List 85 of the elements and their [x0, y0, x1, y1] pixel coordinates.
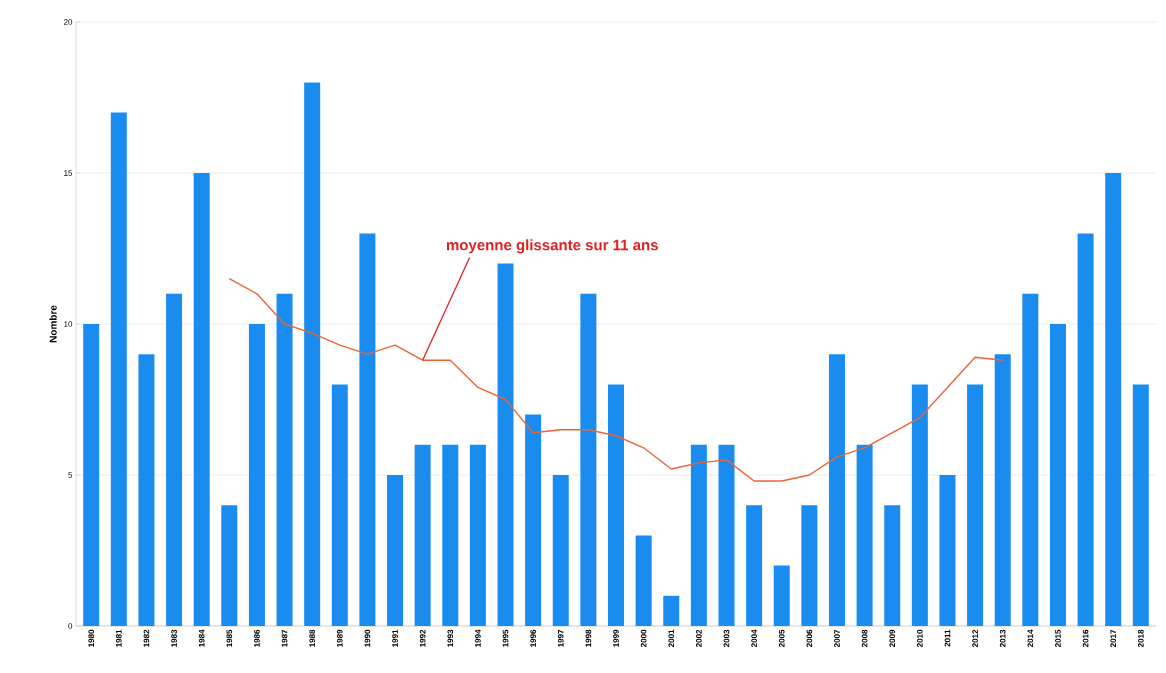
- x-tick-label: 1982: [143, 629, 150, 647]
- bar: [248, 324, 265, 626]
- bar: [83, 324, 100, 626]
- bar: [166, 293, 183, 626]
- bar: [1049, 324, 1066, 626]
- x-tick-label: 2011: [944, 629, 951, 647]
- x-tick-label: 1999: [613, 629, 619, 647]
- x-tick-label: 2018: [1137, 629, 1144, 648]
- annotation: moyenne glissante sur 11 ans: [446, 239, 658, 254]
- bar: [828, 354, 845, 626]
- x-tick-label: 1981: [115, 629, 122, 647]
- y-tick-label: 20: [63, 19, 73, 25]
- y-axis-title: Nombre: [49, 305, 57, 343]
- bar: [138, 354, 155, 626]
- x-tick-label: 1992: [419, 629, 426, 647]
- bar: [608, 384, 625, 626]
- x-tick-label: 2015: [1055, 629, 1061, 648]
- x-tick-label: 1998: [585, 629, 592, 647]
- bar: [525, 414, 542, 626]
- x-tick-label: 1984: [198, 629, 205, 647]
- bar: [994, 354, 1011, 626]
- x-tick-label: 2010: [917, 629, 923, 648]
- x-tick-label: 2003: [723, 629, 730, 648]
- x-tick-label: 1989: [336, 629, 343, 647]
- bar: [1105, 173, 1122, 626]
- x-tick-label: 2014: [1027, 629, 1034, 648]
- x-tick-label: 1980: [88, 629, 95, 647]
- y-tick-label: 10: [64, 321, 73, 327]
- bar: [856, 444, 873, 626]
- bar: [414, 444, 431, 626]
- x-tick-label: 2005: [778, 629, 785, 648]
- x-tick-label: 1997: [557, 629, 564, 647]
- bar: [718, 444, 735, 626]
- x-tick-label: 2013: [999, 629, 1006, 648]
- x-tick-label: 1985: [226, 629, 233, 647]
- bar: [939, 475, 956, 626]
- bar: [469, 444, 486, 626]
- bar: [967, 384, 984, 626]
- bar: [690, 444, 707, 626]
- x-tick-label: 1995: [502, 629, 509, 647]
- bar: [1022, 293, 1039, 626]
- bar: [442, 444, 459, 626]
- x-tick-label: 2004: [751, 629, 757, 648]
- x-tick-label: 1994: [475, 629, 481, 647]
- bar: [387, 475, 404, 626]
- x-tick-label: 2016: [1082, 629, 1089, 648]
- bar: [801, 505, 818, 626]
- y-tick-label: 0: [68, 623, 73, 629]
- x-tick-label: 1990: [364, 629, 371, 647]
- y-tick-label: 15: [64, 170, 73, 176]
- bar: [193, 173, 210, 626]
- bar: [221, 505, 238, 626]
- y-tick-label: 5: [68, 472, 73, 478]
- bar: [497, 263, 514, 626]
- bar: [110, 112, 127, 626]
- x-tick-label: 1993: [447, 629, 454, 647]
- bar: [276, 293, 293, 626]
- x-tick-label: 1991: [392, 629, 398, 647]
- bar: [911, 384, 928, 626]
- x-tick-label: 1988: [309, 629, 315, 647]
- bar: [746, 505, 763, 626]
- bar: [304, 82, 321, 626]
- x-tick-label: 2000: [640, 629, 647, 648]
- x-tick-label: 2017: [1110, 629, 1117, 648]
- bar: [884, 505, 901, 626]
- x-tick-label: 2002: [696, 629, 702, 648]
- bar: [1132, 384, 1149, 626]
- x-tick-label: 1996: [530, 629, 536, 647]
- x-tick-label: 1987: [281, 629, 288, 647]
- x-tick-label: 2008: [861, 629, 868, 648]
- x-tick-label: 1983: [171, 629, 177, 647]
- bar: [1077, 233, 1094, 626]
- bar: [635, 535, 652, 626]
- x-tick-label: 2012: [972, 629, 978, 648]
- x-tick-label: 2001: [668, 629, 675, 648]
- bar: [331, 384, 348, 626]
- bar: [773, 565, 790, 626]
- x-tick-label: 1986: [254, 629, 260, 647]
- x-tick-label: 2007: [834, 629, 840, 648]
- bar: [580, 293, 597, 626]
- x-tick-label: 2009: [889, 629, 896, 648]
- bar: [663, 595, 680, 626]
- bar: [552, 475, 569, 626]
- bar: [359, 233, 376, 626]
- x-tick-label: 2006: [806, 629, 813, 648]
